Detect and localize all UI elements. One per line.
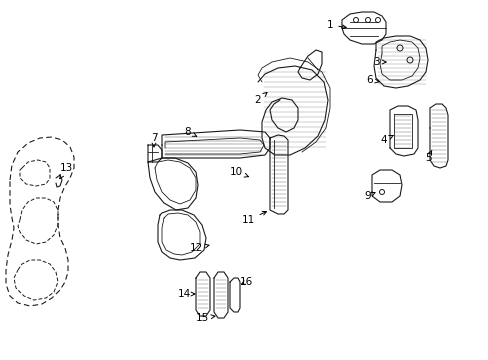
Text: 2: 2 — [254, 93, 266, 105]
Text: 15: 15 — [195, 313, 215, 323]
Text: 11: 11 — [241, 211, 266, 225]
Text: 13: 13 — [59, 163, 73, 179]
Text: 6: 6 — [366, 75, 378, 85]
Text: 1: 1 — [326, 20, 346, 30]
Text: 14: 14 — [177, 289, 195, 299]
Text: 12: 12 — [189, 243, 208, 253]
Text: 10: 10 — [229, 167, 248, 177]
Text: 7: 7 — [150, 133, 157, 147]
Text: 9: 9 — [364, 191, 374, 201]
Text: 5: 5 — [424, 150, 431, 163]
Text: 4: 4 — [380, 135, 392, 145]
Text: 16: 16 — [239, 277, 252, 287]
Text: 3: 3 — [372, 57, 386, 67]
Text: 8: 8 — [184, 127, 196, 137]
